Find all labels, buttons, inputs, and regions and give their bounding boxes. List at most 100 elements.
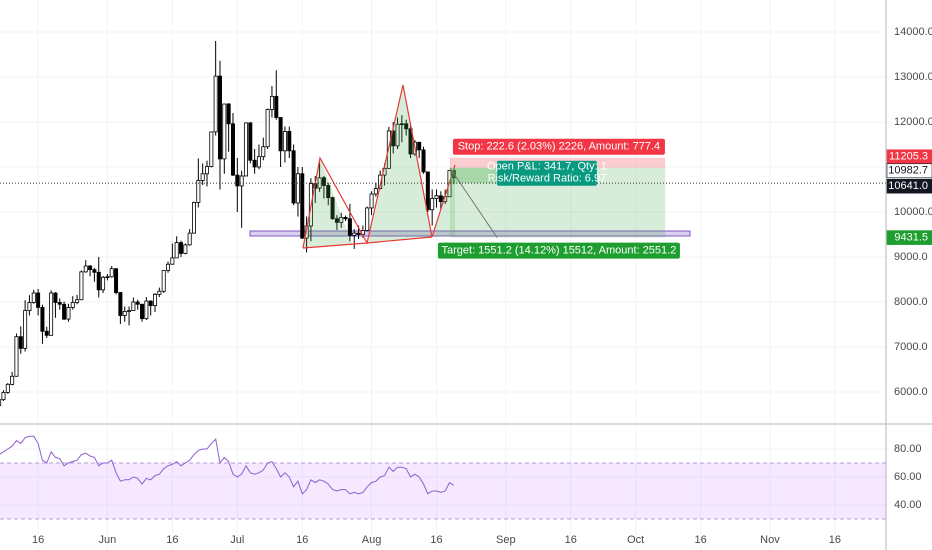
candle-body [1,392,6,401]
position-tool: Stop: 222.6 (2.03%) 2226, Amount: 777.4 O… [0,138,886,259]
pnl-label-box [496,160,597,186]
price-tag: 10641.0 [888,180,928,192]
x-tick-label: 16 [695,534,707,546]
candle-body [31,292,36,303]
candle-body [153,293,158,307]
candle-body [378,174,383,189]
pattern-base [302,236,433,249]
candle-body [369,193,374,209]
candle-body [326,185,331,198]
candle-body [127,310,132,312]
x-tick-label: 16 [565,534,577,546]
candle-body [226,103,231,125]
stop-label-box [452,138,665,155]
candle-body [421,149,426,173]
candle-body [343,217,348,220]
candle-body [274,95,279,118]
candle-body [70,302,75,308]
x-tick-label: 16 [829,534,841,546]
grid [0,0,886,550]
candle-body [27,302,32,311]
candle-body [44,330,49,336]
pnl-label: Open P&L: 341.7, Qty: 1 [487,161,607,173]
candle-body [18,336,23,349]
pattern-line [302,84,456,249]
candle-body [122,311,127,316]
candle-body [148,300,153,307]
candle-body [23,310,28,349]
price-tag: 10982.7 [888,165,928,177]
candle-body [282,131,287,152]
y-tick-label: 13000.0 [894,71,932,83]
neckline [249,230,691,237]
rsi-line [0,435,455,495]
candle-body [200,173,205,181]
head [367,85,432,243]
y-tick-label: 7000.0 [894,341,928,353]
x-tick-label: 16 [296,534,308,546]
candle-body [101,276,106,291]
candle-body [209,131,214,167]
candle-body [408,128,413,155]
candle-body [179,242,184,254]
candle-body [187,232,192,246]
candle-body [92,269,97,273]
candle-body [131,301,136,311]
candle-body [118,292,123,316]
candle-body [79,271,84,301]
candle-body [217,75,222,160]
candle-body [265,108,270,148]
candle-body [49,292,54,336]
candle-body [144,300,149,320]
y-tick-label: 9000.0 [894,251,928,263]
stop-label: Stop: 222.6 (2.03%) 2226, Amount: 777.4 [458,141,660,153]
candle-body [222,103,227,160]
rsi-band [0,462,886,520]
x-tick-label: 16 [32,534,44,546]
price-tag: 11205.3 [889,151,928,163]
price-tag-box [886,230,932,245]
candle-body [66,307,71,320]
candle-body [5,383,10,393]
candle-body [170,257,175,265]
rsi-tick-label: 80.00 [894,443,922,455]
candle-body [248,122,253,161]
candle-body [287,131,292,152]
candle-body [339,217,344,223]
y-tick-label: 12000.0 [894,116,932,128]
x-tick-label: Sep [496,534,516,546]
candle-body [399,123,404,125]
y-tick-label: 8000.0 [894,296,928,308]
candle-body [105,276,110,279]
candle-body [88,265,93,271]
candle-body [239,175,244,187]
candle-body [430,198,435,211]
price-tag-box [886,163,932,179]
x-tick-label: Jul [230,534,244,546]
candle-body [183,244,188,254]
candle-body [135,301,140,305]
x-tick-label: Aug [362,534,382,546]
head-and-shoulders [302,84,456,249]
x-tick-label: Jun [99,534,117,546]
x-tick-label: Nov [760,534,780,546]
candle-body [417,141,422,151]
candle-body [425,171,430,211]
candle-body [330,197,335,220]
candle-body [291,150,296,204]
candle-body [204,166,209,175]
x-tick-label: Oct [627,534,644,546]
candle-body [213,75,218,133]
rsi-tick-label: 40.00 [894,499,922,511]
candle-body [109,268,114,278]
candle-body [157,290,162,295]
candle-body [256,156,261,168]
candle-body [321,177,326,186]
candle-body [36,292,41,308]
candle-body [62,303,67,320]
candle-body [174,242,179,259]
target-label-box [437,242,680,259]
candle-body [230,123,235,176]
candle-body [53,292,58,303]
